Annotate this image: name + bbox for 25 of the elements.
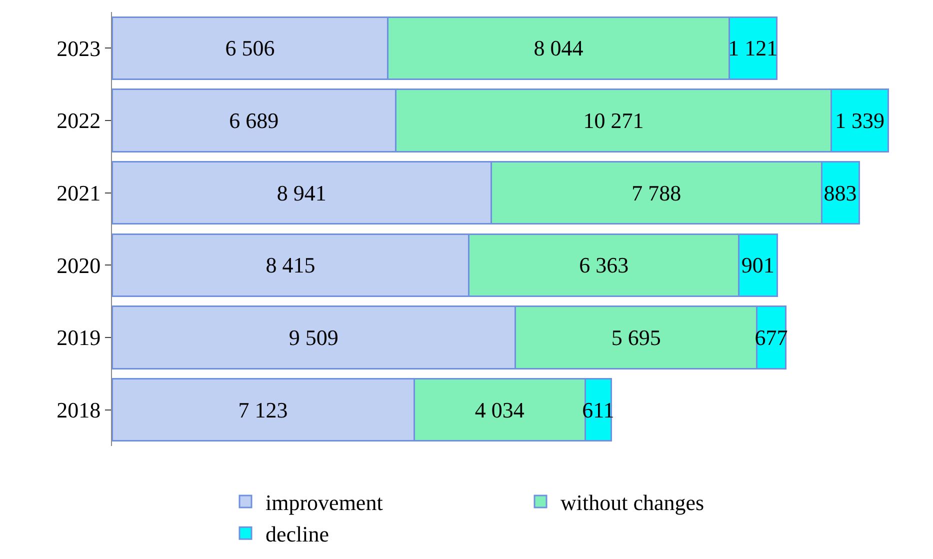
data-label: 8 941 <box>276 180 326 206</box>
data-label: 901 <box>741 252 774 278</box>
data-label: 5 695 <box>611 325 661 350</box>
data-label: 7 123 <box>238 397 288 422</box>
data-label: 8 044 <box>534 36 584 61</box>
data-label: 10 271 <box>583 108 644 133</box>
data-label: 8 415 <box>266 252 316 278</box>
y-tick-label: 2021 <box>56 180 101 206</box>
data-label: 6 506 <box>225 36 275 61</box>
data-label: 6 689 <box>229 108 279 133</box>
data-label: 883 <box>824 180 857 206</box>
data-label: 1 339 <box>835 108 885 133</box>
data-label: 1 121 <box>728 36 778 61</box>
y-tick-label: 2020 <box>56 252 101 278</box>
data-label: 9 509 <box>288 325 338 350</box>
data-label: 4 034 <box>474 397 524 422</box>
legend-label: improvement <box>266 490 383 516</box>
y-tick-label: 2018 <box>56 398 101 423</box>
data-label: 6 363 <box>579 252 629 278</box>
data-label: 7 788 <box>632 180 682 206</box>
y-tick-label: 2022 <box>56 108 101 134</box>
y-tick-label: 2023 <box>56 36 101 61</box>
y-tick-label: 2019 <box>56 325 101 350</box>
legend-label: without changes <box>560 490 704 516</box>
legend-label: decline <box>266 522 330 547</box>
